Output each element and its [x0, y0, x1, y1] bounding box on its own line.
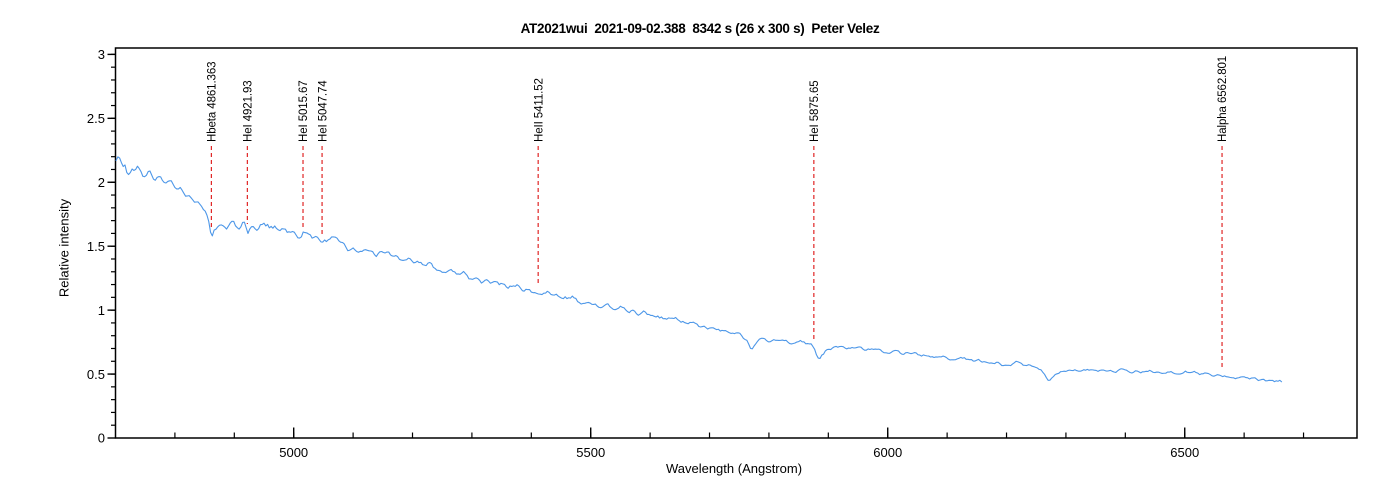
spectral-line-label: HeI 5047.74	[317, 80, 329, 142]
y-tick-label: 3	[98, 47, 105, 62]
x-tick-label: 6500	[1170, 445, 1199, 460]
y-tick-label: 0	[98, 431, 105, 446]
x-axis-title: Wavelength (Angstrom)	[665, 461, 803, 476]
y-tick-label: 0.5	[87, 367, 105, 382]
spectral-line-label: HeI 4921.93	[243, 80, 255, 142]
spectral-line-label: Halpha 6562.801	[1217, 56, 1229, 142]
y-tick-label: 2	[98, 175, 105, 190]
x-tick-label: 5000	[279, 445, 308, 460]
spectral-line-label: HeI 5015.67	[298, 80, 310, 142]
spectral-line-label: HeI 5875.65	[809, 80, 821, 142]
x-tick-label: 5500	[576, 445, 605, 460]
spectral-line-label: HeII 5411.52	[533, 78, 545, 142]
x-tick-label: 6000	[873, 445, 902, 460]
spectrum-curve	[115, 156, 1283, 383]
spectral-line-label: Hbeta 4861.363	[207, 62, 219, 142]
y-tick-label: 1.5	[87, 239, 105, 254]
chart-title: AT2021wui 2021-09-02.388 8342 s (26 x 30…	[520, 21, 880, 36]
plot-border	[114, 47, 1358, 439]
y-tick-label: 2.5	[87, 111, 105, 126]
y-tick-label: 1	[98, 303, 105, 318]
